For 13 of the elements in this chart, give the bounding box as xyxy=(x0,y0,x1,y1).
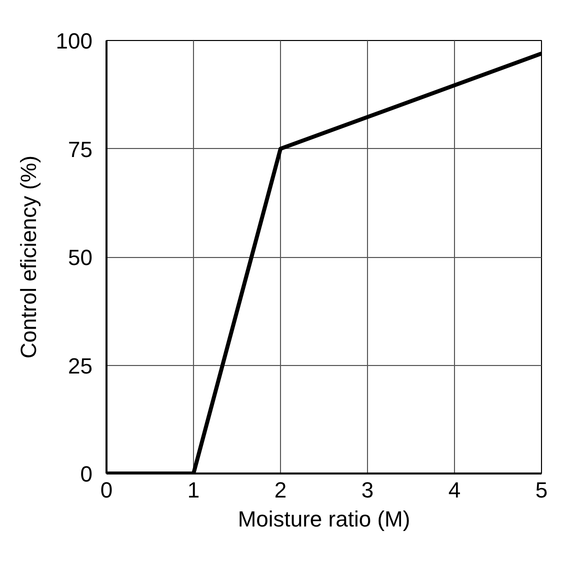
x-tick-label: 5 xyxy=(535,478,548,502)
x-tick-label: 0 xyxy=(100,478,113,502)
x-tick-label: 3 xyxy=(361,478,374,502)
y-tick-label: 100 xyxy=(56,28,93,54)
y-tick-label: 25 xyxy=(68,353,93,378)
x-tick-label: 4 xyxy=(448,478,461,502)
x-tick-label: 2 xyxy=(274,478,287,502)
x-axis-title: Moisture ratio (M) xyxy=(238,506,410,532)
y-tick-label: 0 xyxy=(80,462,93,486)
y-tick-label: 75 xyxy=(68,136,93,162)
y-axis-title: Control eficiency (%) xyxy=(16,156,41,358)
x-tick-label: 1 xyxy=(187,478,200,502)
y-tick-label: 50 xyxy=(68,245,93,270)
